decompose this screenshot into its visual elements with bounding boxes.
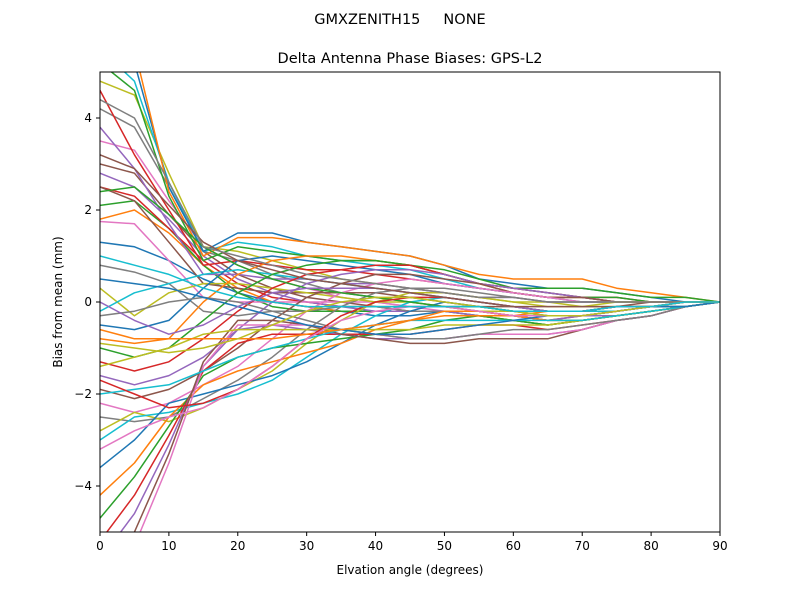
x-axis: 0 10 20 30 40 50 60 70 80 90	[96, 532, 728, 553]
x-axis-label: Elvation angle (degrees)	[337, 563, 484, 577]
x-tick-label: 20	[230, 539, 245, 553]
x-tick-label: 90	[712, 539, 727, 553]
series-line-12	[139, 72, 720, 303]
y-tick-label: 2	[84, 203, 92, 217]
x-tick-label: 80	[643, 539, 658, 553]
y-tick-label: 0	[84, 295, 92, 309]
y-axis: −4 −2 0 2 4	[74, 111, 100, 493]
series-line-50	[100, 255, 720, 312]
x-tick-label: 60	[506, 539, 521, 553]
series-line-49	[100, 296, 720, 354]
x-tick-label: 50	[437, 539, 452, 553]
figure-suptitle: GMXZENITH15 NONE	[314, 12, 485, 28]
x-tick-label: 40	[368, 539, 383, 553]
x-tick-label: 70	[575, 539, 590, 553]
y-tick-label: −2	[74, 387, 92, 401]
chart-title: Delta Antenna Phase Biases: GPS-L2	[278, 51, 543, 67]
y-tick-label: 4	[84, 111, 92, 125]
x-tick-label: 0	[96, 539, 104, 553]
series-line-48	[100, 98, 720, 303]
x-tick-label: 30	[299, 539, 314, 553]
y-axis-label: Bias from mean (mm)	[51, 236, 65, 367]
series-lines	[100, 72, 720, 532]
x-tick-label: 10	[161, 539, 176, 553]
y-tick-label: −4	[74, 479, 92, 493]
